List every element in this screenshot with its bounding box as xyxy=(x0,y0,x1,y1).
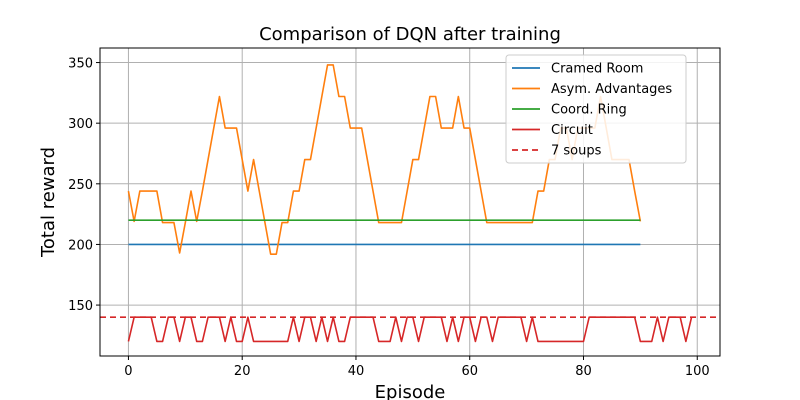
y-tick-label: 200 xyxy=(68,238,93,253)
y-tick-label: 300 xyxy=(68,117,93,132)
x-axis-ticks: 0 20 40 60 80 100 xyxy=(124,356,710,379)
chart-title: Comparison of DQN after training xyxy=(259,24,561,45)
x-tick-label: 20 xyxy=(234,364,251,379)
y-tick-label: 150 xyxy=(68,299,93,314)
plot-frame xyxy=(99,47,721,357)
x-tick-label: 40 xyxy=(348,364,365,379)
legend-label-cramed-room: Cramed Room xyxy=(551,62,643,77)
x-axis-label: Episode xyxy=(375,382,446,400)
x-tick-label: 100 xyxy=(685,364,710,379)
x-tick-label: 80 xyxy=(575,364,592,379)
legend-label-asym-advantages: Asym. Advantages xyxy=(551,82,672,97)
y-axis-ticks: 150 200 250 300 350 xyxy=(68,57,100,314)
series-lines xyxy=(100,64,720,343)
legend-label-7-soups: 7 soups xyxy=(551,144,602,159)
y-axis-label: Total reward xyxy=(38,147,59,258)
legend-label-coord-ring: Coord. Ring xyxy=(551,103,627,118)
legend: Cramed Room Asym. Advantages Coord. Ring Ci… xyxy=(505,54,687,164)
y-tick-label: 250 xyxy=(68,178,93,193)
y-tick-label: 350 xyxy=(68,57,93,72)
legend-label-circuit: Circuit xyxy=(551,123,593,138)
x-tick-label: 0 xyxy=(124,364,132,379)
x-tick-label: 60 xyxy=(461,364,478,379)
legend-box xyxy=(505,54,687,164)
